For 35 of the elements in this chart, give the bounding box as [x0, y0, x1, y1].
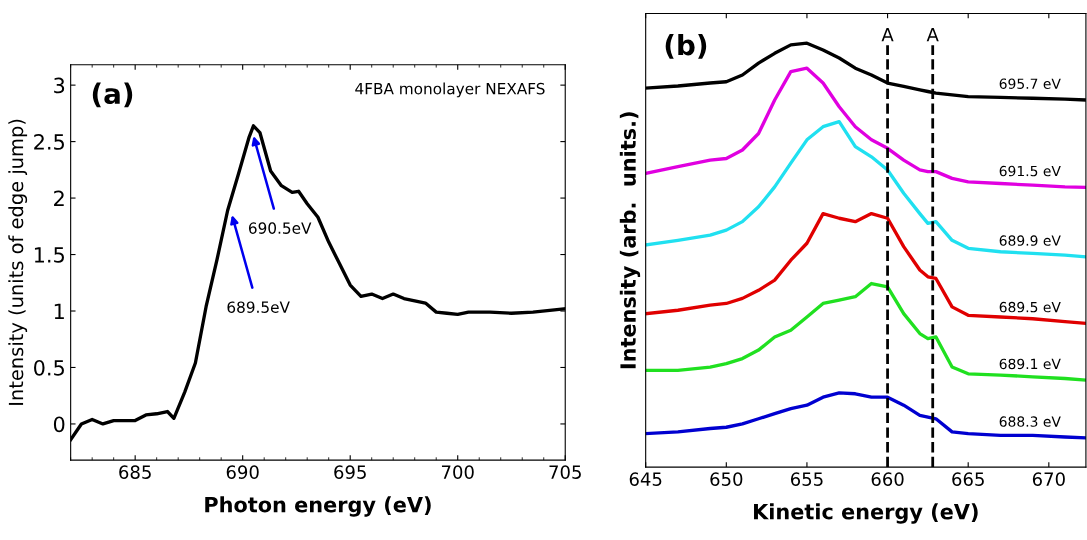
y-tick-label: 2.5 — [34, 134, 64, 150]
x-tick-label: 700 — [441, 465, 474, 479]
y-tick-label: 0 — [53, 416, 65, 433]
x-tick-label: 660 — [871, 472, 904, 486]
x-axis-title: Photon energy (eV) — [205, 496, 431, 517]
annotation: 689.5eV — [227, 301, 290, 313]
x-tick-label: 670 — [1032, 472, 1065, 486]
annotation: (b) — [665, 33, 707, 59]
series-label: 695.7 eV — [999, 78, 1061, 89]
x-tick-label: 690 — [226, 465, 259, 479]
ref-line-label: A — [881, 28, 894, 42]
x-axis-title: Kinetic energy (eV) — [754, 503, 978, 524]
x-tick-label: 645 — [629, 472, 662, 486]
y-tick-label: 2 — [54, 190, 64, 206]
y-axis-title: Intensity (units of edge jump) — [8, 119, 28, 405]
series-label: 691.5 eV — [999, 165, 1061, 177]
x-tick-label: 705 — [549, 465, 581, 479]
annotation: (a) — [92, 82, 133, 108]
x-tick-label: 685 — [119, 465, 151, 479]
series-label: 689.1 eV — [999, 358, 1061, 370]
annotation: 4FBA monolayer NEXAFS — [355, 82, 545, 98]
annotation: 690.5eV — [248, 222, 312, 234]
y-axis-title: Intensity (arb. units.) — [619, 112, 641, 369]
y-tick-label: 1 — [54, 303, 64, 319]
series-label: 688.3 eV — [999, 416, 1061, 427]
y-tick-label: 1.5 — [34, 247, 64, 263]
y-tick-label: 3 — [54, 77, 65, 94]
x-tick-label: 655 — [790, 472, 823, 486]
series-label: 689.9 eV — [999, 235, 1061, 246]
ref-line-label: A — [926, 28, 939, 42]
x-tick-label: 695 — [334, 465, 366, 479]
x-tick-label: 665 — [952, 472, 984, 486]
y-tick-label: 0.5 — [34, 359, 64, 376]
x-tick-label: 650 — [710, 472, 743, 486]
series-label: 689.5 eV — [999, 301, 1061, 313]
